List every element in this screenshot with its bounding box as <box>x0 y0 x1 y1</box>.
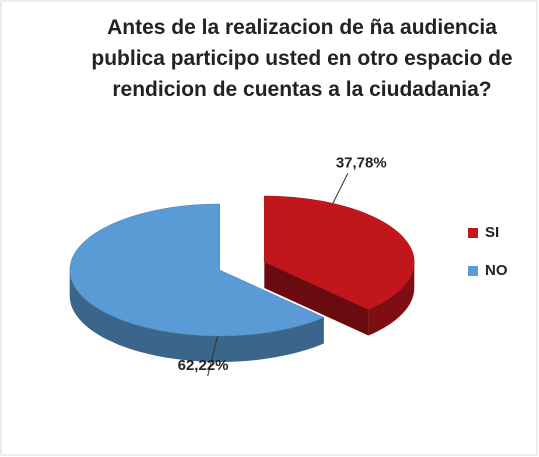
legend-swatch <box>468 228 478 238</box>
data-label: 37,78% <box>336 154 387 171</box>
slice-rim <box>69 270 324 362</box>
leader-line <box>207 335 219 377</box>
chart-title: Antes de la realizacion de ña audiencia … <box>91 16 513 101</box>
legend-label: NO <box>485 262 508 279</box>
leader-line <box>332 173 349 204</box>
slice-side <box>264 262 369 336</box>
slice <box>264 195 415 310</box>
legend-swatch <box>468 266 478 276</box>
slice-rim <box>368 262 415 336</box>
slice <box>69 203 325 337</box>
data-label: 62,22% <box>178 357 229 374</box>
legend-label: SI <box>485 224 499 241</box>
